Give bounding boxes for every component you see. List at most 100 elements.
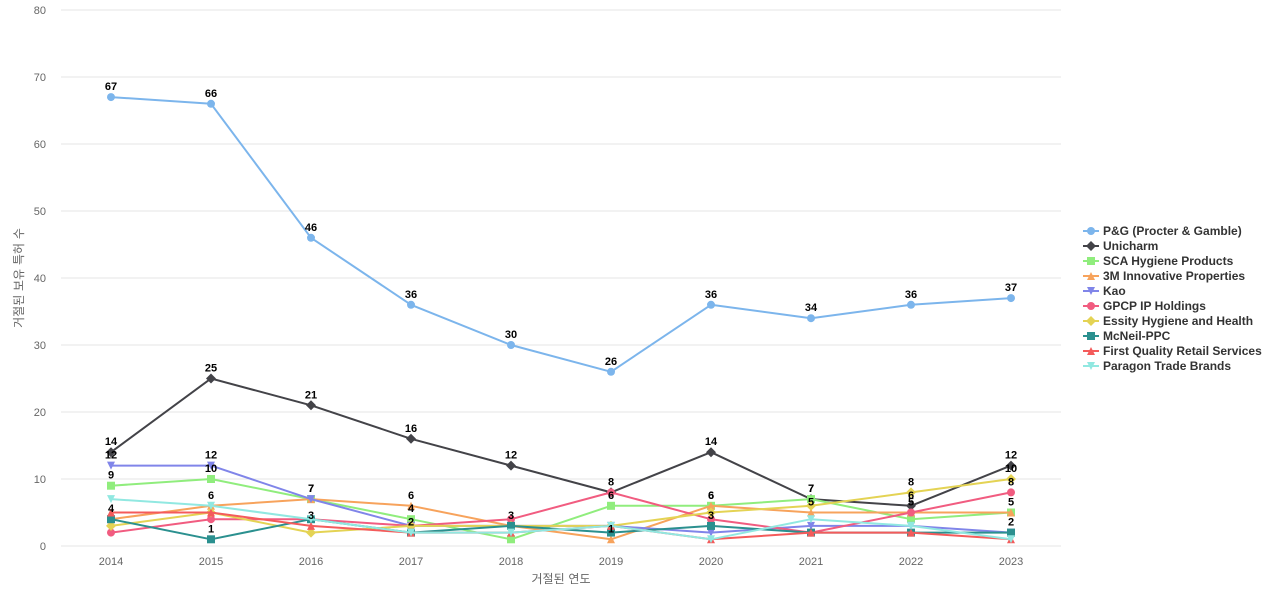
legend-item[interactable]: Unicharm xyxy=(1083,239,1158,253)
data-point xyxy=(107,528,115,537)
series-line xyxy=(110,498,1011,541)
data-point xyxy=(1007,488,1015,497)
y-tick-label: 30 xyxy=(34,340,46,352)
x-tick-label: 2017 xyxy=(399,556,423,568)
data-label: 25 xyxy=(205,363,217,375)
data-point xyxy=(807,314,815,323)
data-point xyxy=(507,341,515,349)
data-label: 6 xyxy=(708,490,714,502)
data-point xyxy=(607,521,615,530)
data-label: 12 xyxy=(505,450,517,462)
data-label: 7 xyxy=(808,483,814,495)
data-label: 46 xyxy=(305,222,317,234)
data-point xyxy=(107,515,115,524)
data-point xyxy=(207,461,215,470)
grid-lines xyxy=(61,9,1061,547)
legend-label: P&G (Procter & Gamble) xyxy=(1103,224,1242,238)
data-label: 4 xyxy=(408,503,415,515)
data-label: 10 xyxy=(205,463,217,475)
data-point xyxy=(807,495,815,504)
series-1 xyxy=(106,373,1016,511)
y-tick-label: 70 xyxy=(34,72,46,84)
data-point xyxy=(306,527,316,538)
legend-marker xyxy=(1087,332,1095,340)
data-label: 5 xyxy=(1008,497,1014,509)
data-label: 21 xyxy=(305,389,317,401)
legend-marker xyxy=(1087,347,1095,355)
data-point xyxy=(906,500,916,511)
series-9 xyxy=(107,495,1015,544)
data-point xyxy=(306,400,316,411)
y-tick-label: 40 xyxy=(34,273,46,285)
data-label: 1 xyxy=(208,523,214,535)
data-point xyxy=(707,535,715,544)
legend-marker xyxy=(1087,257,1095,265)
data-label: 10 xyxy=(1005,463,1017,475)
data-point xyxy=(707,501,715,510)
data-point xyxy=(406,433,416,444)
data-label: 16 xyxy=(405,423,417,435)
data-label: 3 xyxy=(308,510,314,522)
data-label: 14 xyxy=(705,436,718,448)
data-point xyxy=(607,535,615,544)
legend-item[interactable]: Paragon Trade Brands xyxy=(1083,359,1231,373)
legend-marker xyxy=(1087,227,1095,235)
data-labels: 6766463630263634363714252116128147612910… xyxy=(105,81,1017,535)
x-tick-label: 2015 xyxy=(199,556,223,568)
data-label: 4 xyxy=(108,503,115,515)
data-point xyxy=(107,481,115,490)
data-point xyxy=(707,300,715,309)
legend-item[interactable]: Kao xyxy=(1083,284,1126,298)
data-label: 2 xyxy=(1008,517,1014,529)
data-point xyxy=(707,528,715,537)
data-point xyxy=(807,515,815,524)
data-label: 67 xyxy=(105,81,117,93)
data-label: 9 xyxy=(108,470,114,482)
x-axis-ticks: 2014 2015 2016 2017 2018 2019 2020 2021 2022 2023 xyxy=(99,556,1023,568)
series-line xyxy=(110,96,1012,373)
data-label: 6 xyxy=(208,490,214,502)
data-label: 36 xyxy=(905,289,917,301)
series-lines xyxy=(106,93,1016,544)
y-tick-label: 80 xyxy=(34,5,46,17)
data-point xyxy=(1007,535,1015,544)
x-tick-label: 2016 xyxy=(299,556,323,568)
legend-item[interactable]: 3M Innovative Properties xyxy=(1083,269,1245,283)
data-point xyxy=(907,515,915,524)
legend-item[interactable]: SCA Hygiene Products xyxy=(1083,254,1234,268)
data-point xyxy=(607,501,615,510)
data-point xyxy=(807,521,815,530)
data-point xyxy=(507,521,515,530)
data-point xyxy=(407,528,415,537)
legend-item[interactable]: McNeil-PPC xyxy=(1083,329,1171,343)
legend-item[interactable]: Essity Hygiene and Health xyxy=(1083,314,1253,328)
x-tick-label: 2021 xyxy=(799,556,823,568)
data-label: 14 xyxy=(105,436,118,448)
data-point xyxy=(806,500,816,511)
data-point xyxy=(207,99,215,108)
data-point xyxy=(407,515,415,524)
data-point xyxy=(107,508,115,517)
legend-label: Kao xyxy=(1103,284,1126,298)
data-label: 8 xyxy=(1008,476,1014,488)
data-point xyxy=(207,535,215,544)
legend-item[interactable]: GPCP IP Holdings xyxy=(1083,299,1206,313)
legend-marker xyxy=(1087,272,1095,280)
data-point xyxy=(507,515,515,524)
legend-label: SCA Hygiene Products xyxy=(1103,254,1234,268)
data-label: 8 xyxy=(908,476,914,488)
data-label: 12 xyxy=(1005,450,1017,462)
legend-item[interactable]: First Quality Retail Services xyxy=(1083,344,1262,358)
data-point xyxy=(307,515,315,524)
data-label: 3 xyxy=(508,510,514,522)
data-point xyxy=(507,528,515,537)
y-tick-label: 0 xyxy=(40,541,46,553)
data-point xyxy=(307,521,315,530)
data-point xyxy=(807,528,815,537)
legend-item[interactable]: P&G (Procter & Gamble) xyxy=(1083,224,1242,238)
data-point xyxy=(807,508,815,517)
data-label: 2 xyxy=(408,517,414,529)
data-point xyxy=(707,521,715,530)
data-point xyxy=(707,515,715,524)
series-line xyxy=(110,478,1012,541)
